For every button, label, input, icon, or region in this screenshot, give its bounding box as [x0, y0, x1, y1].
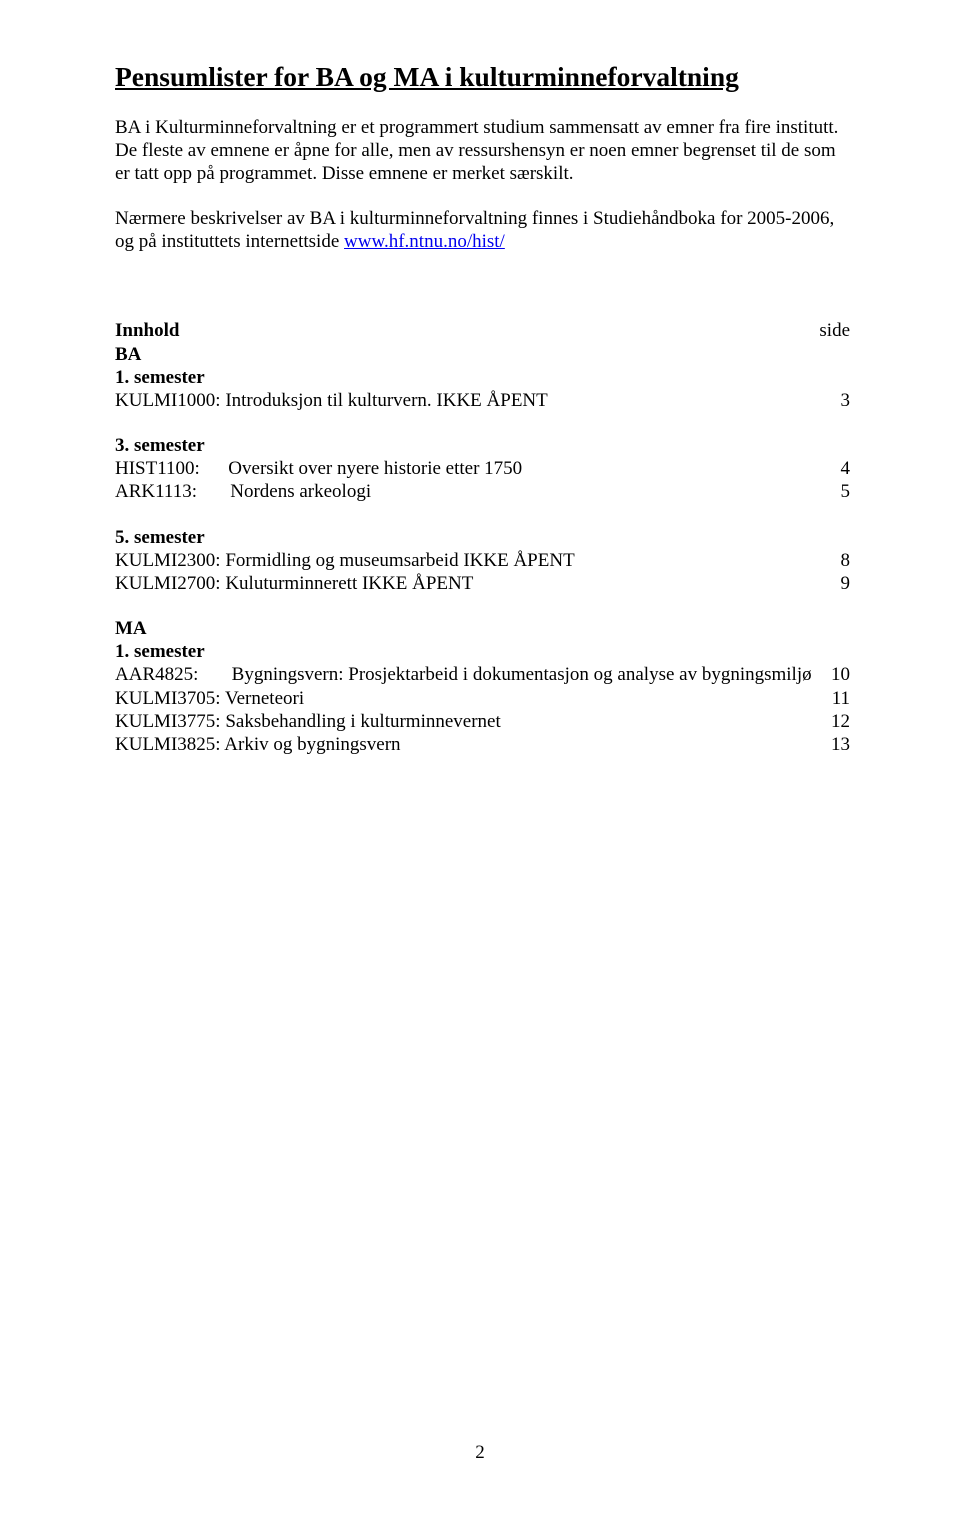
spacer [115, 275, 850, 297]
toc-row-aar4825: AAR4825: Bygningsvern: Prosjektarbeid i … [115, 663, 850, 686]
ba-heading: BA [115, 343, 850, 366]
intro-paragraph-2: Nærmere beskrivelser av BA i kulturminne… [115, 207, 850, 253]
toc-row-kulmi3705: KULMI3705: Verneteori 11 [115, 687, 850, 710]
toc-entry-page: 13 [821, 733, 850, 756]
semester-1-ma-heading: 1. semester [115, 640, 850, 663]
toc-entry-text: KULMI2300: Formidling og museumsarbeid I… [115, 549, 575, 572]
toc-entry-page: 5 [831, 480, 851, 503]
toc-entry-text: AAR4825: Bygningsvern: Prosjektarbeid i … [115, 663, 812, 686]
semester-1-heading: 1. semester [115, 366, 850, 389]
toc-entry-text: KULMI3775: Saksbehandling i kulturminnev… [115, 710, 501, 733]
institute-link[interactable]: www.hf.ntnu.no/hist/ [344, 231, 505, 252]
toc-entry-text: KULMI3825: Arkiv og bygningsvern [115, 733, 401, 756]
toc-entry-page: 8 [831, 549, 851, 572]
toc-row-kulmi2300: KULMI2300: Formidling og museumsarbeid I… [115, 549, 850, 572]
semester-5-heading: 5. semester [115, 526, 850, 549]
toc-row-hist1100: HIST1100: Oversikt over nyere historie e… [115, 457, 850, 480]
semester-3-heading: 3. semester [115, 434, 850, 457]
toc-row-kulmi3825: KULMI3825: Arkiv og bygningsvern 13 [115, 733, 850, 756]
toc-entry-text: ARK1113: Nordens arkeologi [115, 480, 371, 503]
toc-entry-page: 4 [831, 457, 851, 480]
toc-entry-page: 3 [831, 389, 851, 412]
toc-row-kulmi3775: KULMI3775: Saksbehandling i kulturminnev… [115, 710, 850, 733]
toc-entry-page: 12 [821, 710, 850, 733]
toc-entry-page: 9 [831, 572, 851, 595]
document-page: Pensumlister for BA og MA i kulturminnef… [0, 0, 960, 1520]
toc-entry-text: KULMI1000: Introduksjon til kulturvern. … [115, 389, 548, 412]
ma-heading: MA [115, 617, 850, 640]
toc-entry-page: 10 [821, 663, 850, 686]
toc-entry-text: KULMI3705: Verneteori [115, 687, 304, 710]
intro-paragraph-1: BA i Kulturminneforvaltning er et progra… [115, 116, 850, 186]
side-label: side [809, 319, 850, 342]
spacer [115, 412, 850, 434]
toc-row-kulmi1000: KULMI1000: Introduksjon til kulturvern. … [115, 389, 850, 412]
toc-entry-text: HIST1100: Oversikt over nyere historie e… [115, 457, 522, 480]
toc-header-row: Innhold side [115, 319, 850, 342]
page-number: 2 [0, 1441, 960, 1464]
toc-entry-page: 11 [822, 687, 850, 710]
toc-row-kulmi2700: KULMI2700: Kuluturminnerett IKKE ÅPENT 9 [115, 572, 850, 595]
toc-row-ark1113: ARK1113: Nordens arkeologi 5 [115, 480, 850, 503]
table-of-contents: Innhold side BA 1. semester KULMI1000: I… [115, 319, 850, 756]
innhold-label: Innhold [115, 319, 179, 342]
page-title: Pensumlister for BA og MA i kulturminnef… [115, 60, 850, 94]
spacer [115, 504, 850, 526]
toc-entry-text: KULMI2700: Kuluturminnerett IKKE ÅPENT [115, 572, 473, 595]
spacer [115, 595, 850, 617]
